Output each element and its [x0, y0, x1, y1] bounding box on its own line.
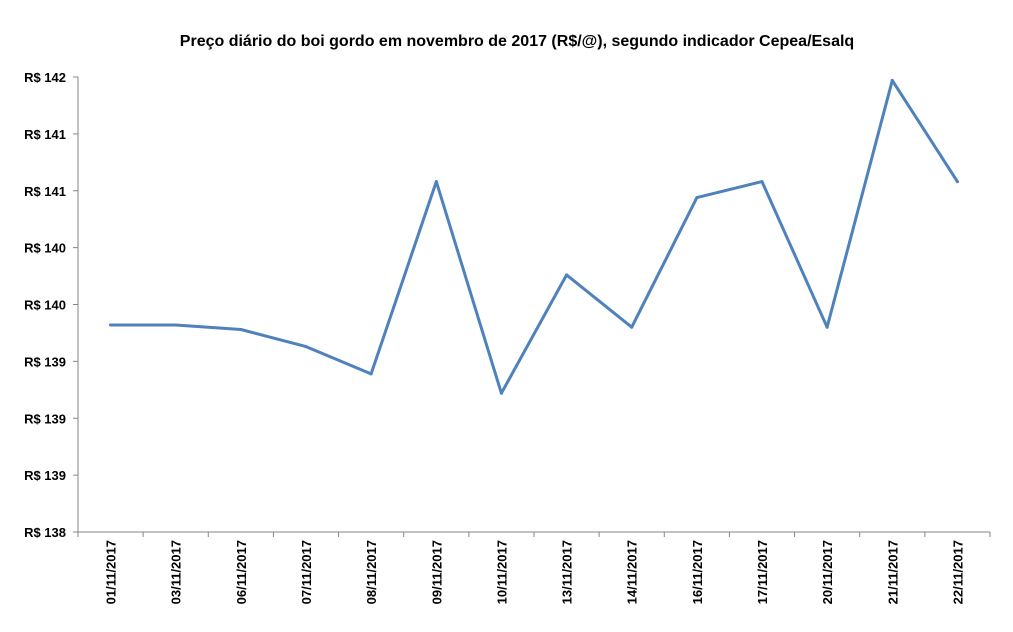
x-axis: 01/11/2017 03/11/2017 06/11/2017 07/11/2017… [77, 531, 991, 604]
data-point [630, 325, 634, 329]
data-point [760, 180, 764, 184]
y-tick-label: R$ 139 [24, 354, 66, 369]
x-tick-label: 07/11/2017 [299, 540, 314, 604]
data-point [565, 273, 569, 277]
x-tick-label: 09/11/2017 [429, 540, 444, 604]
y-tick-label: R$ 141 [24, 127, 66, 142]
data-point [890, 78, 894, 82]
x-tick-label: 17/11/2017 [755, 540, 770, 604]
y-axis: R$ 138 R$ 139 R$ 139 R$ 139 R$ 140 R$ 140 R$ 1… [24, 70, 79, 540]
x-tick-label: 13/11/2017 [560, 540, 575, 604]
data-point [695, 196, 699, 200]
data-point [109, 323, 113, 327]
series-line [109, 78, 959, 395]
x-tick-label: 16/11/2017 [690, 540, 705, 604]
data-point [174, 323, 178, 327]
x-tick-label: 08/11/2017 [364, 540, 379, 604]
chart-title: Preço diário do boi gordo em novembro de… [180, 33, 854, 50]
data-point [239, 328, 243, 332]
data-point [369, 372, 373, 376]
data-point [499, 391, 503, 395]
x-tick-label: 14/11/2017 [625, 540, 640, 604]
series-layer [109, 78, 959, 395]
y-tick-label: R$ 140 [24, 241, 66, 256]
data-point [825, 325, 829, 329]
y-tick-label: R$ 139 [24, 468, 66, 483]
y-tick-label: R$ 139 [24, 411, 66, 426]
x-tick-label: 10/11/2017 [494, 540, 509, 604]
x-tick-label: 06/11/2017 [234, 540, 249, 604]
y-tick-label: R$ 142 [24, 70, 66, 85]
x-tick-label: 21/11/2017 [885, 540, 900, 604]
data-point [304, 345, 308, 349]
y-tick-label: R$ 138 [24, 525, 66, 540]
y-tick-label: R$ 140 [24, 298, 66, 313]
x-tick-label: 22/11/2017 [950, 540, 965, 604]
x-tick-label: 03/11/2017 [169, 540, 184, 604]
x-tick-label: 20/11/2017 [820, 540, 835, 604]
y-tick-label: R$ 141 [24, 184, 66, 199]
data-point [955, 180, 959, 184]
data-point [434, 180, 438, 184]
x-tick-label: 01/11/2017 [104, 540, 119, 604]
